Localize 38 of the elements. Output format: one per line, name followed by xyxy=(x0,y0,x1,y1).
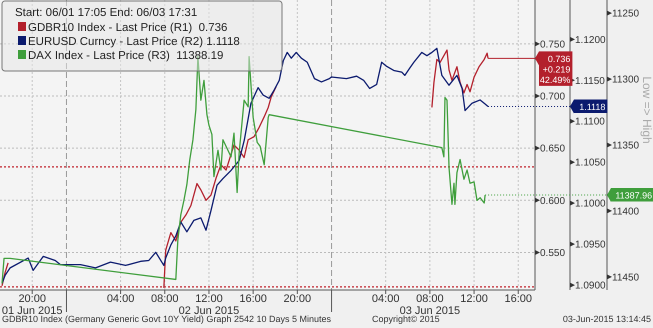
y3-tick-label: 11300 xyxy=(612,74,640,86)
x-tick-label: 20:00 xyxy=(284,293,312,305)
data-label: 11387.96 xyxy=(615,190,652,201)
x-tick-label: 12:00 xyxy=(460,293,488,305)
x-tick-label: 08:00 03 Jun 2015 xyxy=(400,293,460,317)
y-tick-label: 0.650 xyxy=(540,144,566,155)
x-tick-label: 12:00 02 Jun 2015 xyxy=(178,293,240,317)
x-tick-label: 04:00 xyxy=(372,293,400,305)
text: GDBR10 Index (Germany Generic Govt 10Y Yield) Graph 2542 10 Days 5 Minutes xyxy=(2,314,332,324)
y3-axis-title: Low => High xyxy=(640,76,653,144)
x-tick-label: 08:00 xyxy=(151,293,179,305)
y3-tick-label: 11400 xyxy=(612,206,640,218)
y2-tick-label: 1.0900 xyxy=(575,280,606,292)
legend-label: GDBR10 Index - Last Price (R1) 0.736 xyxy=(28,22,228,34)
y-tick-label: 0.600 xyxy=(540,196,566,207)
text: 03-Jun-2015 13:14:45 xyxy=(562,314,651,324)
x-tick-label: 20:00 01 Jun 2015 xyxy=(2,293,62,317)
y3-tick-label: 11250 xyxy=(612,8,640,20)
y-tick-label: 0.700 xyxy=(540,91,566,102)
data-label: 1.1118 xyxy=(579,102,606,112)
legend-label: EURUSD Curncy - Last Price (R2) 1.1118 xyxy=(28,36,240,48)
y2-tick-label: 1.1100 xyxy=(575,116,606,128)
x-tick-label: 04:00 xyxy=(106,293,134,305)
x-tick-label: 16:00 xyxy=(239,293,267,305)
y3-tick-label: 11350 xyxy=(612,140,640,152)
legend-title: Start: 06/01 17:05 End: 06/03 17:31 xyxy=(15,7,198,19)
y3-tick-label: 11450 xyxy=(612,272,640,284)
y2-tick-label: 1.0950 xyxy=(575,240,606,251)
x-tick-label: 16:00 xyxy=(504,293,532,305)
legend-label: DAX Index - Last Price (R3) 11388.19 xyxy=(28,50,224,62)
y2-tick-label: 1.1050 xyxy=(575,158,606,169)
y2-tick-label: 1.1150 xyxy=(575,76,606,87)
y-tick-label: 0.750 xyxy=(540,39,566,50)
text: Copyright© 2015 xyxy=(372,314,440,324)
y2-tick-label: 1.1200 xyxy=(575,34,606,46)
data-label: 0.736 +0.219 42.49% xyxy=(540,54,570,85)
y2-tick-label: 1.1000 xyxy=(575,198,606,210)
y-tick-label: 0.550 xyxy=(540,248,566,259)
